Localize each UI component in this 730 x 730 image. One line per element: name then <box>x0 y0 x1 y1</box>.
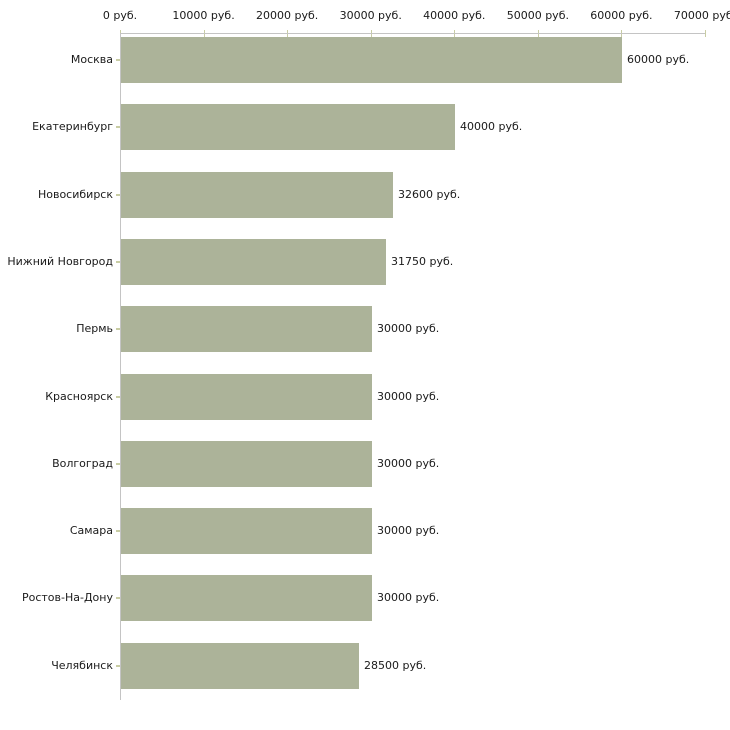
x-axis-tick-label: 10000 руб. <box>172 9 235 22</box>
category-label: Челябинск <box>51 658 113 672</box>
x-axis-tick-label: 60000 руб. <box>590 9 653 22</box>
bar-3 <box>121 238 386 285</box>
category-tick-mark <box>116 59 120 61</box>
category-tick-mark <box>116 597 120 600</box>
value-label: 28500 руб. <box>364 658 427 672</box>
category-label: Самара <box>69 524 113 538</box>
bar-6 <box>121 440 372 487</box>
bar-5 <box>121 373 372 420</box>
bar-1 <box>121 104 455 151</box>
x-axis-tick-label: 20000 руб. <box>256 9 319 22</box>
category-label: Москва <box>70 53 113 66</box>
x-axis-tick-label: 30000 руб. <box>339 9 402 22</box>
x-axis-tick-label: 0 руб. <box>102 9 138 22</box>
x-axis-tick-label: 50000 руб. <box>506 9 569 22</box>
category-tick-mark <box>116 530 120 533</box>
category-tick-mark <box>116 126 120 129</box>
category-tick-mark <box>116 328 120 331</box>
value-label: 30000 руб. <box>377 456 440 470</box>
category-label: Пермь <box>76 322 113 336</box>
bar-8 <box>121 575 372 622</box>
chart-row: Нижний Новгород 31750 руб. <box>0 238 730 285</box>
x-axis-line <box>120 33 705 34</box>
category-label: Екатеринбург <box>32 120 113 134</box>
x-axis-tick-label: 70000 руб. <box>673 9 730 22</box>
chart-row: Новосибирск 32600 руб. <box>0 171 730 218</box>
bar-2 <box>121 171 393 218</box>
chart-row: Самара 30000 руб. <box>0 508 730 555</box>
bar-4 <box>121 306 372 353</box>
x-axis-tick-mark <box>705 30 706 37</box>
category-label: Нижний Новгород <box>7 254 113 268</box>
chart-row: Челябинск 28500 руб. <box>0 642 730 689</box>
category-label: Красноярск <box>45 389 113 403</box>
value-label: 30000 руб. <box>377 389 440 403</box>
chart-row: Пермь 30000 руб. <box>0 306 730 353</box>
value-label: 32600 руб. <box>398 187 461 201</box>
chart-row: Москва 60000 руб. <box>0 37 730 83</box>
chart-row: Красноярск 30000 руб. <box>0 373 730 420</box>
x-axis-tick-label: 40000 руб. <box>423 9 486 22</box>
chart-row: Волгоград 30000 руб. <box>0 440 730 487</box>
bar-0 <box>121 37 622 83</box>
category-label: Волгоград <box>52 456 113 470</box>
category-tick-mark <box>116 395 120 398</box>
value-label: 31750 руб. <box>391 254 454 268</box>
chart-row: Ростов-На-Дону 30000 руб. <box>0 575 730 622</box>
category-tick-mark <box>116 462 120 465</box>
category-tick-mark <box>116 193 120 196</box>
value-label: 40000 руб. <box>460 120 523 134</box>
category-tick-mark <box>116 260 120 263</box>
value-label: 60000 руб. <box>627 53 690 66</box>
category-label: Ростов-На-Дону <box>21 591 113 605</box>
value-label: 30000 руб. <box>377 591 440 605</box>
y-axis-line <box>120 33 121 700</box>
category-tick-mark <box>116 664 120 667</box>
chart-row: Екатеринбург 40000 руб. <box>0 104 730 151</box>
value-label: 30000 руб. <box>377 322 440 336</box>
value-label: 30000 руб. <box>377 524 440 538</box>
bar-9 <box>121 642 359 689</box>
category-label: Новосибирск <box>37 187 113 201</box>
bar-7 <box>121 508 372 555</box>
